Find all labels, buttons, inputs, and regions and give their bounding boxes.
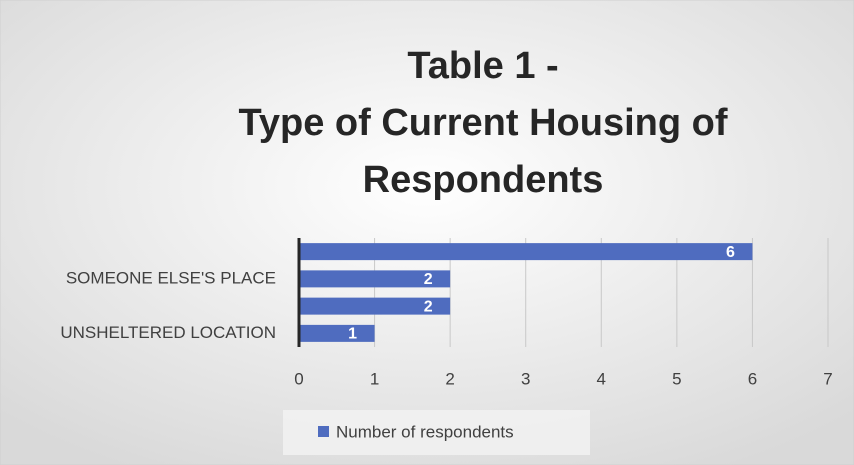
y-tick-label: SOMEONE ELSE'S PLACE [66,268,276,287]
x-tick-label: 3 [521,369,530,388]
bar [299,270,451,288]
x-tick-label: 4 [597,369,606,388]
bar [299,324,375,342]
value-label: 1 [348,326,357,343]
x-tick-label: 0 [294,369,303,388]
x-tick-label: 5 [672,369,681,388]
value-label: 2 [424,271,433,288]
x-tick-label: 2 [445,369,454,388]
chart-title: Type of Current Housing of [238,102,727,144]
chart-title: Respondents [363,159,604,201]
y-tick-label: UNSHELTERED LOCATION [60,323,276,342]
x-tick-label: 1 [370,369,379,388]
x-tick-label: 7 [823,369,832,388]
legend-swatch [318,426,329,437]
chart-title: Table 1 - [407,45,558,87]
legend-label: Number of respondents [336,422,514,441]
value-label: 2 [424,298,433,315]
bar [299,243,753,261]
x-tick-label: 6 [748,369,757,388]
legend-box [283,410,590,455]
value-label: 6 [726,244,735,261]
bar [299,297,451,315]
